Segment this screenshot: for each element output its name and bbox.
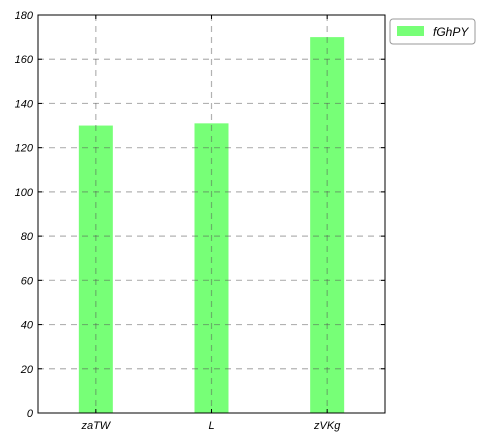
- legend: fGhPY: [389, 18, 476, 45]
- grid-layer: [38, 15, 385, 413]
- ticks-layer: [38, 14, 385, 414]
- y-tick-label: 20: [20, 364, 34, 376]
- x-tick-label: zaTW: [80, 420, 111, 432]
- y-tick-label: 80: [21, 231, 34, 243]
- legend-box: [389, 18, 476, 45]
- y-tick-label: 120: [15, 143, 34, 155]
- x-tick-label: L: [208, 420, 214, 432]
- bar-L: [194, 123, 229, 413]
- bar-zVKg: [310, 37, 345, 413]
- legend-label: fGhPY: [433, 25, 469, 39]
- bar-zaTW: [78, 125, 113, 414]
- y-tick-label: 160: [15, 54, 34, 66]
- x-tick-label: zVKg: [313, 420, 341, 432]
- y-tick-label: 100: [15, 187, 34, 199]
- y-tick-label: 60: [21, 275, 34, 287]
- legend-swatch: [397, 26, 424, 36]
- y-tick-label: 180: [15, 10, 34, 22]
- y-tick-label: 40: [21, 320, 34, 332]
- y-tick-label: 140: [15, 98, 34, 110]
- y-tick-label: 0: [27, 408, 34, 420]
- bars-layer: [78, 37, 345, 414]
